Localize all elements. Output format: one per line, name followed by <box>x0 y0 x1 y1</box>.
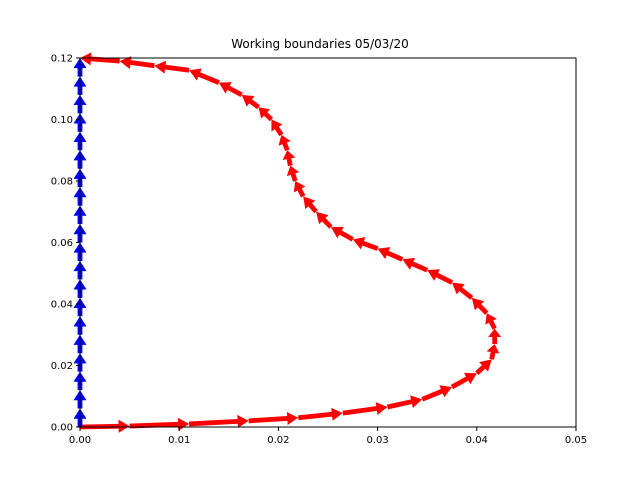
x-tick-label: 0.05 <box>565 435 587 446</box>
boundary-arrow <box>297 407 343 421</box>
boundary-arrow <box>189 68 220 85</box>
boundary-arrow <box>119 56 155 69</box>
boundary-arrow <box>450 372 477 390</box>
x-tick-label: 0.00 <box>69 435 91 446</box>
y-tick-label: 0.02 <box>51 361 73 372</box>
x-tick-label: 0.04 <box>466 435 488 446</box>
y-tick-label: 0.12 <box>51 54 73 65</box>
boundary-arrow <box>471 297 489 315</box>
chart-title: Working boundaries 05/03/20 <box>231 37 409 51</box>
y-axis: 0.00 0.02 0.04 0.06 0.08 0.10 0.12 <box>51 54 80 434</box>
boundary-arrow <box>452 282 474 300</box>
boundary-arrow <box>258 107 274 122</box>
axes-frame <box>79 57 577 428</box>
boundary-arrow <box>486 343 500 360</box>
x-tick-label: 0.02 <box>267 435 289 446</box>
boundary-arrow <box>79 419 130 433</box>
boundary-arrow <box>248 411 299 425</box>
boundary-arrow <box>316 211 333 229</box>
boundary-arrow <box>421 385 452 402</box>
boundary-arrow <box>303 196 318 214</box>
boundary-arrow <box>387 395 423 410</box>
boundary-arrow <box>189 414 249 428</box>
boundary-arrow <box>427 269 454 285</box>
boundary-arrow <box>488 328 502 344</box>
boundary-arrow <box>129 417 190 431</box>
boundary-arrow <box>377 247 404 262</box>
boundary-arrow <box>241 94 260 110</box>
boundary-arrow <box>352 237 379 251</box>
boundary-arrow <box>278 134 291 152</box>
x-axis: 0.00 0.01 0.02 0.03 0.04 0.05 <box>69 427 587 446</box>
boundary-arrow <box>218 82 243 98</box>
boundary-arrow <box>330 226 354 242</box>
boundary-arrow <box>80 52 120 66</box>
y-tick-label: 0.06 <box>51 238 73 249</box>
boundary-arrow <box>286 165 300 182</box>
y-tick-label: 0.04 <box>51 300 73 311</box>
boundary-arrow <box>485 313 497 330</box>
boundary-arrow <box>293 181 306 198</box>
boundary-arrow <box>271 119 284 137</box>
y-tick-label: 0.08 <box>51 177 73 188</box>
boundary-arrow <box>402 257 429 273</box>
x-tick-label: 0.03 <box>366 435 388 446</box>
y-tick-label: 0.00 <box>51 423 73 434</box>
vector-marks <box>73 52 502 433</box>
boundary-arrow <box>475 359 492 375</box>
y-tick-label: 0.10 <box>51 115 73 126</box>
x-tick-label: 0.01 <box>168 435 190 446</box>
boundary-arrow <box>282 150 296 167</box>
boundary-arrow <box>154 60 190 74</box>
boundary-arrow <box>342 402 388 416</box>
